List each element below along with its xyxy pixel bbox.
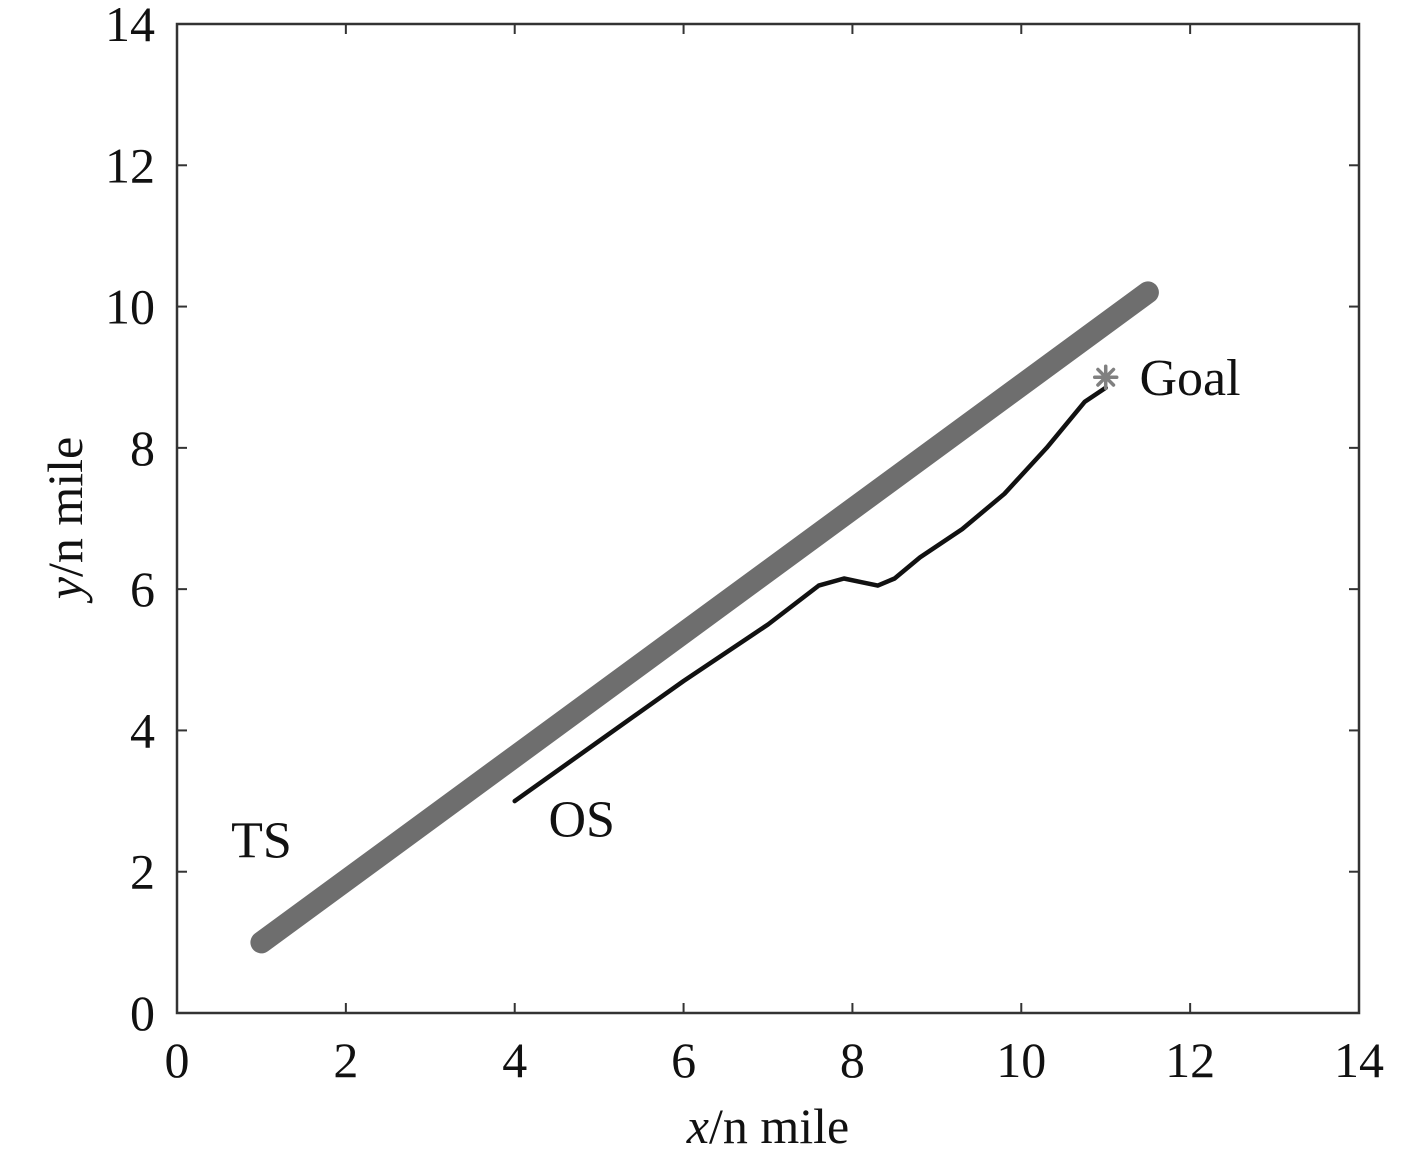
y-tick-label: 8	[130, 420, 155, 476]
marker-layer	[1092, 364, 1119, 390]
axis-ticks: 0 2 4 6 8 10 12 14 0 2 4 6 8 10 12 14	[105, 0, 1384, 1088]
y-axis-label: y/n mile	[37, 437, 93, 604]
y-tick-label: 12	[105, 137, 155, 193]
annotation-goal: Goal	[1139, 350, 1240, 407]
annotation-ts: TS	[231, 813, 292, 870]
x-tick-label: 14	[1334, 1032, 1384, 1088]
marker-goal	[1092, 364, 1119, 390]
series-line-ts	[250, 281, 1159, 954]
y-tick-label: 6	[130, 561, 155, 617]
y-tick-label: 2	[130, 844, 155, 900]
annotation-layer: TS OS Goal	[231, 350, 1240, 870]
series-line-os	[512, 385, 1108, 804]
x-axis-label: x/n mile	[686, 1098, 849, 1154]
x-tick-label: 0	[165, 1032, 190, 1088]
y-tick-label: 14	[105, 0, 155, 52]
y-tick-label: 10	[105, 279, 155, 335]
series-layer	[250, 281, 1159, 954]
plot-area-frame	[175, 22, 1361, 1015]
y-tick-label: 0	[130, 985, 155, 1041]
y-tick-label: 4	[130, 702, 155, 758]
x-axis-label-var: x	[686, 1098, 709, 1154]
y-axis-label-unit: /n mile	[37, 437, 93, 577]
marker-goal-stroke	[1096, 367, 1116, 387]
x-tick-label: 12	[1165, 1032, 1215, 1088]
x-tick-label: 6	[671, 1032, 696, 1088]
x-axis-label-unit: /n mile	[709, 1098, 849, 1154]
x-tick-label: 2	[333, 1032, 358, 1088]
annotation-os: OS	[548, 791, 614, 848]
x-tick-label: 10	[996, 1032, 1046, 1088]
x-tick-label: 8	[840, 1032, 865, 1088]
x-tick-label: 4	[502, 1032, 527, 1088]
y-axis-label-var: y	[37, 576, 93, 604]
